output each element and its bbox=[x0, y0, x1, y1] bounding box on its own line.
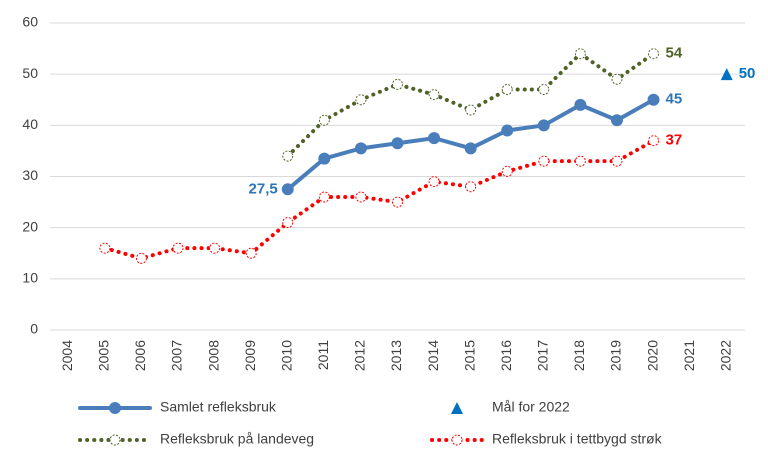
data-point bbox=[538, 84, 550, 96]
data-point bbox=[610, 114, 623, 127]
data-point bbox=[648, 48, 660, 60]
legend-label: Samlet refleksbruk bbox=[160, 399, 277, 415]
series-line bbox=[285, 51, 656, 159]
data-point bbox=[428, 132, 441, 145]
data-point bbox=[464, 142, 477, 155]
data-point bbox=[574, 155, 586, 167]
data-label: 37 bbox=[666, 132, 683, 149]
data-point bbox=[501, 165, 513, 177]
x-tick-label: 2004 bbox=[59, 340, 75, 371]
data-point bbox=[611, 155, 623, 167]
data-point bbox=[318, 191, 330, 203]
data-point bbox=[501, 124, 514, 137]
data-point bbox=[209, 242, 221, 254]
data-point bbox=[318, 114, 330, 126]
data-label: 54 bbox=[666, 45, 683, 62]
data-point bbox=[611, 73, 623, 85]
x-tick-label: 2012 bbox=[352, 340, 368, 371]
data-point bbox=[465, 181, 477, 193]
x-tick-label: 2019 bbox=[608, 340, 624, 371]
data-point bbox=[392, 196, 403, 208]
data-point bbox=[428, 89, 440, 101]
x-tick-label: 2020 bbox=[644, 340, 660, 371]
x-tick-label: 2005 bbox=[96, 340, 112, 371]
data-point bbox=[648, 135, 660, 147]
legend-marker bbox=[451, 434, 463, 446]
data-point bbox=[720, 68, 733, 81]
x-tick-label: 2008 bbox=[205, 340, 221, 371]
data-point bbox=[354, 142, 367, 155]
data-point bbox=[465, 104, 477, 116]
data-label: 27,5 bbox=[249, 180, 278, 197]
x-tick-label: 2006 bbox=[132, 340, 148, 371]
data-point bbox=[355, 94, 367, 106]
data-point bbox=[428, 176, 440, 188]
legend-marker bbox=[451, 402, 463, 414]
x-tick-label: 2010 bbox=[278, 340, 294, 371]
data-point bbox=[282, 217, 294, 229]
data-label: 50 bbox=[739, 65, 756, 82]
y-tick-label: 50 bbox=[22, 65, 38, 81]
x-tick-label: 2022 bbox=[717, 340, 733, 371]
y-tick-label: 40 bbox=[22, 116, 38, 132]
x-tick-label: 2014 bbox=[425, 340, 441, 371]
series-line bbox=[102, 138, 656, 261]
legend-label: Mål for 2022 bbox=[492, 399, 570, 415]
x-tick-label: 2011 bbox=[315, 340, 331, 370]
data-point bbox=[574, 98, 587, 111]
x-tick-label: 2007 bbox=[169, 340, 185, 371]
data-point bbox=[172, 242, 184, 254]
y-tick-label: 0 bbox=[30, 321, 38, 337]
data-label: 45 bbox=[666, 91, 683, 108]
x-tick-label: 2015 bbox=[461, 340, 477, 371]
x-tick-label: 2021 bbox=[681, 340, 697, 371]
legend-marker bbox=[109, 434, 121, 446]
x-tick-label: 2017 bbox=[535, 340, 551, 371]
data-point bbox=[392, 78, 403, 90]
data-point bbox=[647, 93, 660, 106]
data-point bbox=[135, 252, 147, 264]
data-point bbox=[355, 191, 367, 203]
y-tick-label: 60 bbox=[22, 14, 38, 30]
data-point bbox=[391, 137, 404, 150]
legend-label: Refleksbruk i tettbygd strøk bbox=[492, 431, 663, 447]
data-point bbox=[538, 155, 550, 167]
data-point bbox=[501, 84, 513, 96]
x-tick-label: 2016 bbox=[498, 340, 514, 371]
data-point bbox=[282, 150, 294, 162]
data-point bbox=[537, 119, 550, 132]
y-tick-label: 30 bbox=[22, 167, 38, 183]
legend-label: Refleksbruk på landeveg bbox=[160, 431, 314, 447]
x-tick-label: 2013 bbox=[388, 340, 404, 371]
x-tick-label: 2009 bbox=[242, 340, 258, 371]
y-tick-label: 10 bbox=[22, 270, 38, 286]
data-point bbox=[99, 242, 111, 254]
data-point bbox=[281, 183, 294, 196]
x-tick-label: 2018 bbox=[571, 340, 587, 371]
data-point bbox=[574, 48, 586, 60]
y-tick-label: 20 bbox=[22, 218, 38, 234]
legend-marker bbox=[109, 402, 121, 414]
data-point bbox=[318, 152, 331, 165]
data-point bbox=[245, 247, 257, 259]
